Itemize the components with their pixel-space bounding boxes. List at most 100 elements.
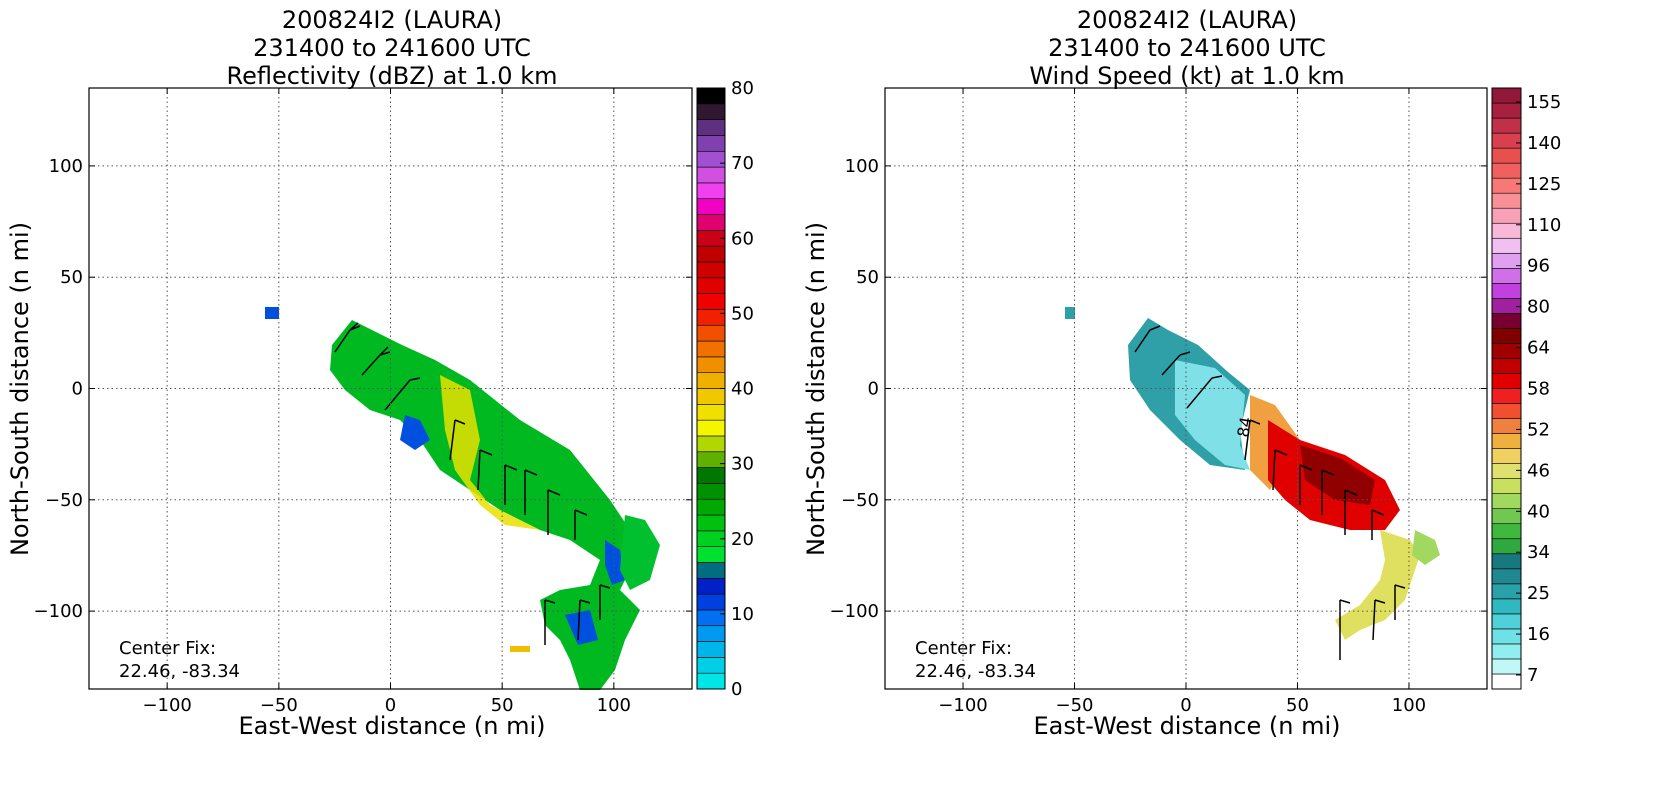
reflectivity-field-east [620,515,660,590]
colorbar-tick-label: 16 [1527,624,1550,645]
y-tick-label: 0 [868,379,879,400]
colorbar-tick-label: 80 [1527,297,1550,318]
colorbar-swatch [696,451,726,468]
colorbar-tick-label: 125 [1527,174,1561,195]
title-line-3: Reflectivity (dBZ) at 1.0 km [227,62,558,90]
colorbar-swatch [696,103,726,120]
colorbar-swatch [1491,267,1522,284]
colorbar-swatch [696,657,726,674]
colorbar-swatch [1491,673,1522,690]
reflectivity-field-green [330,320,640,690]
colorbar-tick-label: 7 [1527,665,1538,686]
colorbar-tick-label: 34 [1527,542,1550,563]
colorbar-swatch [696,198,726,215]
xlabel: East-West distance (n mi) [238,712,545,740]
colorbar-swatch [1491,463,1522,479]
colorbar-swatch [1491,207,1522,224]
x-tick-label: −100 [938,695,987,716]
colorbar-swatch [1491,598,1522,615]
wind-field-green-east [1412,530,1440,565]
colorbar-swatch [1491,403,1522,419]
colorbar-tick-label: 52 [1527,419,1550,440]
colorbar-swatch [1491,493,1522,509]
ylabel: North-South distance (n mi) [802,222,830,556]
x-tick-label: 50 [491,695,514,716]
colorbar-tick-label: 96 [1527,256,1550,277]
x-tick-label: 50 [1286,695,1309,716]
colorbar-swatch [1491,237,1522,254]
center-fix-value: 22.46, -83.34 [119,661,240,682]
colorbar-tick-label: 64 [1527,338,1550,359]
xlabel: East-West distance (n mi) [1033,712,1340,740]
reflectivity-field-orange [510,646,530,652]
colorbar-swatch [696,214,726,231]
wind-speed-panel: 200824I2 (LAURA) 231400 to 241600 UTC Wi… [802,6,1561,740]
colorbar-swatch [1491,478,1522,494]
wind-field-yellow [1335,530,1420,640]
colorbar-tick-label: 20 [731,529,754,550]
colorbar-tick-label: 30 [731,454,754,475]
x-tick-label: 100 [1392,695,1426,716]
wind-field-light-teal [1175,360,1250,470]
colorbar-swatch [696,483,726,500]
reflectivity-panel: 200824I2 (LAURA) 231400 to 241600 UTC Re… [6,6,754,740]
field-layer [265,307,660,690]
title-line-2: 231400 to 241600 UTC [253,34,531,62]
colorbar-swatch [696,577,726,595]
colorbar-swatch [696,435,726,453]
title-line-2: 231400 to 241600 UTC [1048,34,1326,62]
colorbar-swatch [696,609,726,627]
x-tick-label: 0 [1180,695,1191,716]
y-tick-label: 50 [60,267,83,288]
colorbar-swatch [696,277,726,294]
colorbar-swatch [1491,568,1522,585]
y-tick-label: 100 [49,156,83,177]
colorbar-swatch [696,467,726,484]
colorbar-tick-label: 0 [731,679,742,700]
colorbar-swatch [1491,628,1522,645]
colorbar-swatch [1491,87,1522,104]
plot-axes: −100 −50 0 50 100 100 50 0 −50 −100 [830,87,1488,716]
colorbar-swatch [1491,102,1522,119]
x-tick-label: −50 [1056,695,1094,716]
colorbar-swatch [696,562,726,579]
colorbar-swatch [696,87,726,105]
wind-field-teal-2 [1065,307,1075,319]
colorbar-swatch [1491,117,1522,134]
colorbar-swatch [1491,553,1522,570]
colorbar-tick-label: 140 [1527,133,1561,154]
colorbar: 80 70 60 50 40 30 20 10 0 [696,78,754,700]
colorbar-swatch [696,119,726,136]
colorbar-tick-label: 10 [731,604,754,625]
colorbar-tick-label: 40 [731,379,754,400]
colorbar-swatch [1491,418,1522,434]
colorbar-swatch [696,245,726,263]
colorbar-swatch [1491,343,1522,359]
colorbar-swatch [1491,373,1522,389]
colorbar-swatch [1491,358,1522,374]
colorbar-swatch [696,340,726,358]
colorbar-swatch [696,293,726,310]
reflectivity-field-blue-2 [605,540,625,585]
y-tick-label: 0 [72,379,83,400]
colorbar-swatch [696,498,726,516]
x-tick-label: −100 [142,695,191,716]
colorbar-swatch [696,641,726,658]
colorbar-swatch [696,625,726,642]
contour-label: 84 [1233,415,1255,438]
y-tick-label: −50 [841,490,879,511]
colorbar-swatch [1491,132,1522,149]
colorbar-swatch [696,514,726,532]
colorbar-swatch [696,166,726,184]
colorbar-tick-label: 25 [1527,583,1550,604]
colorbar-tick-label: 58 [1527,379,1550,400]
colorbar-swatch [696,356,726,373]
colorbar-swatch [696,150,726,168]
y-tick-label: 100 [845,156,879,177]
colorbar-swatch [696,388,726,405]
colorbar-swatch [696,182,726,200]
ylabel: North-South distance (n mi) [6,222,34,556]
colorbar-swatch [696,324,726,342]
colorbar-tick-label: 60 [731,228,754,249]
